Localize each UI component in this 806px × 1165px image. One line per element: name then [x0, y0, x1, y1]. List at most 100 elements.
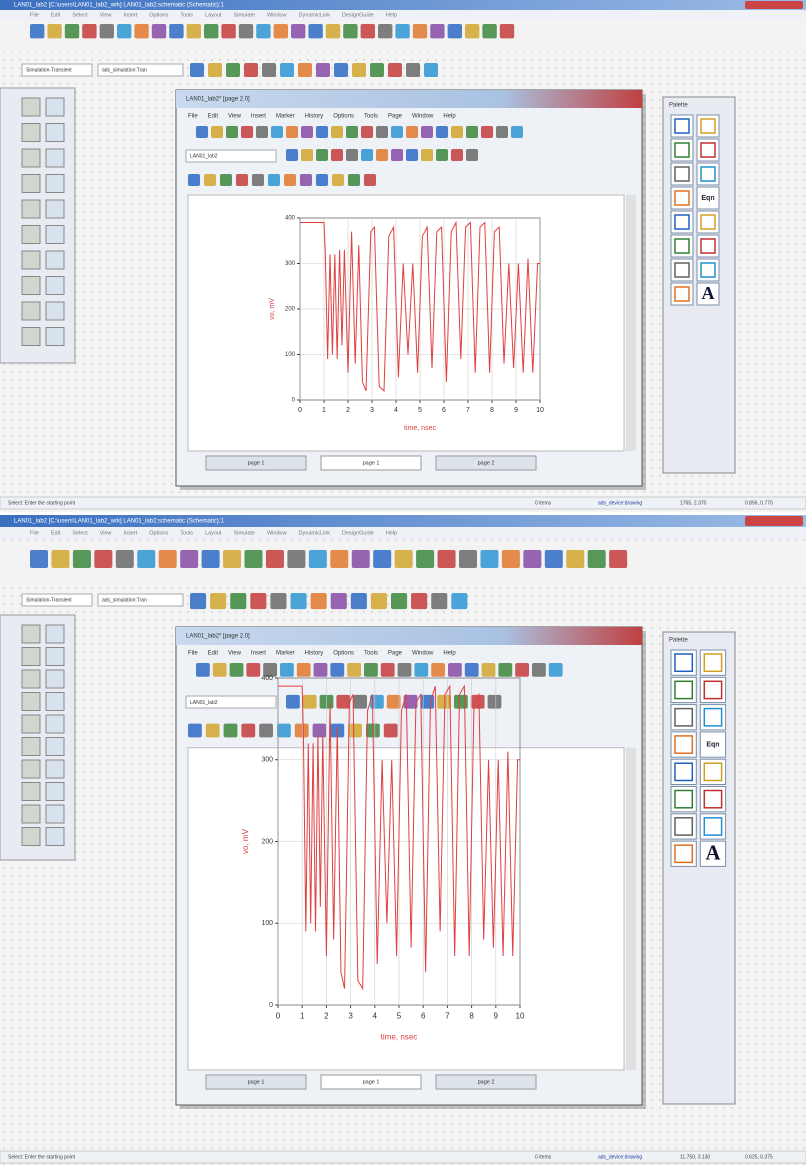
toolbar-button[interactable]	[406, 149, 418, 161]
component-icon[interactable]	[22, 124, 40, 142]
toolbar-button[interactable]	[391, 593, 407, 609]
page-tab-label[interactable]: page 1	[363, 1079, 380, 1085]
toolbar-button[interactable]	[549, 663, 563, 677]
menu-item[interactable]: Edit	[51, 530, 61, 536]
toolbar-button[interactable]	[224, 724, 238, 738]
toolbar-button[interactable]	[346, 149, 358, 161]
toolbar-button[interactable]	[336, 695, 350, 709]
page-tab-label[interactable]: page 1	[248, 460, 265, 466]
window-controls[interactable]	[745, 1, 803, 9]
toolbar-button[interactable]	[364, 174, 376, 186]
toolbar-button[interactable]	[134, 24, 148, 38]
toolbar-button[interactable]	[208, 63, 222, 77]
toolbar-button[interactable]	[256, 126, 268, 138]
toolbar-button[interactable]	[117, 24, 131, 38]
toolbar-button[interactable]	[300, 174, 312, 186]
toolbar-button[interactable]	[30, 550, 48, 568]
toolbar-button[interactable]	[331, 126, 343, 138]
menu-item[interactable]: Page	[388, 114, 403, 120]
toolbar-button[interactable]	[314, 663, 328, 677]
toolbar-button[interactable]	[65, 24, 79, 38]
menu-item[interactable]: Help	[386, 530, 397, 536]
toolbar-button[interactable]	[270, 593, 286, 609]
toolbar-button[interactable]	[137, 550, 155, 568]
toolbar-button[interactable]	[316, 63, 330, 77]
toolbar-button[interactable]	[532, 663, 546, 677]
toolbar-button[interactable]	[159, 550, 177, 568]
toolbar-button[interactable]	[94, 550, 112, 568]
toolbar-button[interactable]	[291, 593, 307, 609]
toolbar-button[interactable]	[241, 126, 253, 138]
toolbar-button[interactable]	[47, 24, 61, 38]
toolbar-button[interactable]	[361, 24, 375, 38]
component-icon[interactable]	[22, 805, 40, 823]
component-icon[interactable]	[22, 693, 40, 711]
menu-item[interactable]: View	[100, 12, 112, 18]
toolbar-button[interactable]	[498, 663, 512, 677]
toolbar-button[interactable]	[330, 663, 344, 677]
menu-item[interactable]: DesignGuide	[342, 12, 374, 18]
toolbar-button[interactable]	[352, 550, 370, 568]
toolbar-button[interactable]	[370, 63, 384, 77]
toolbar-button[interactable]	[244, 63, 258, 77]
toolbar-button[interactable]	[30, 24, 44, 38]
toolbar-button[interactable]	[309, 550, 327, 568]
component-icon[interactable]	[22, 277, 40, 295]
component-icon[interactable]	[22, 98, 40, 116]
toolbar-button[interactable]	[246, 663, 260, 677]
menu-item[interactable]: Edit	[208, 114, 219, 120]
toolbar-button[interactable]	[348, 174, 360, 186]
menu-item[interactable]: Marker	[276, 651, 295, 657]
toolbar-button[interactable]	[511, 126, 523, 138]
toolbar-button[interactable]	[152, 24, 166, 38]
toolbar-button[interactable]	[268, 174, 280, 186]
component-icon[interactable]	[46, 226, 64, 244]
toolbar-button[interactable]	[588, 550, 606, 568]
menu-item[interactable]: View	[228, 651, 242, 657]
toolbar-button[interactable]	[280, 63, 294, 77]
menu-item[interactable]: Window	[267, 530, 287, 536]
toolbar-button[interactable]	[187, 24, 201, 38]
toolbar-button[interactable]	[287, 550, 305, 568]
component-icon[interactable]	[46, 149, 64, 167]
toolbar-button[interactable]	[448, 24, 462, 38]
toolbar-button[interactable]	[454, 695, 468, 709]
toolbar-button[interactable]	[395, 24, 409, 38]
toolbar-button[interactable]	[411, 593, 427, 609]
component-icon[interactable]	[22, 828, 40, 846]
toolbar-button[interactable]	[202, 550, 220, 568]
toolbar-button[interactable]	[378, 24, 392, 38]
toolbar-button[interactable]	[180, 550, 198, 568]
toolbar-button[interactable]	[373, 550, 391, 568]
toolbar-button[interactable]	[316, 149, 328, 161]
toolbar-button[interactable]	[431, 663, 445, 677]
menu-item[interactable]: History	[305, 651, 324, 657]
toolbar-button[interactable]	[286, 149, 298, 161]
toolbar-button[interactable]	[331, 593, 347, 609]
component-icon[interactable]	[46, 828, 64, 846]
component-icon[interactable]	[46, 783, 64, 801]
toolbar-button[interactable]	[343, 24, 357, 38]
toolbar-button[interactable]	[313, 724, 327, 738]
toolbar-button[interactable]	[566, 550, 584, 568]
page-tab-label[interactable]: page 2	[478, 1079, 495, 1085]
menu-item[interactable]: Marker	[276, 114, 295, 120]
menu-item[interactable]: Help	[386, 12, 397, 18]
menu-item[interactable]: Select	[72, 12, 88, 18]
toolbar-button[interactable]	[421, 126, 433, 138]
component-icon[interactable]	[22, 328, 40, 346]
toolbar-button[interactable]	[351, 593, 367, 609]
toolbar-button[interactable]	[376, 126, 388, 138]
toolbar-button[interactable]	[346, 126, 358, 138]
component-icon[interactable]	[22, 200, 40, 218]
toolbar-button[interactable]	[371, 593, 387, 609]
component-icon[interactable]	[46, 277, 64, 295]
menu-item[interactable]: View	[228, 114, 242, 120]
toolbar-button[interactable]	[545, 550, 563, 568]
toolbar-button[interactable]	[204, 174, 216, 186]
toolbar-button[interactable]	[316, 126, 328, 138]
toolbar-button[interactable]	[239, 24, 253, 38]
toolbar-button[interactable]	[259, 724, 273, 738]
component-icon[interactable]	[46, 760, 64, 778]
toolbar-button[interactable]	[424, 63, 438, 77]
